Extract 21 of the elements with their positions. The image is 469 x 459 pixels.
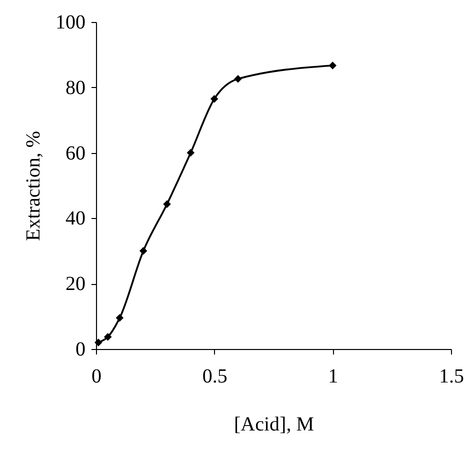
point	[139, 247, 148, 255]
y-tick-label: 40	[66, 208, 86, 230]
point	[163, 200, 171, 208]
point	[210, 94, 218, 103]
x-axis-title: [Acid], M	[234, 414, 314, 436]
x-tick-label: 1.5	[439, 366, 464, 388]
x-tick-label: 1	[328, 366, 338, 388]
point	[328, 62, 337, 70]
point	[116, 314, 124, 322]
point	[186, 148, 195, 157]
y-tick-label: 100	[56, 12, 86, 34]
y-tick-label: 0	[76, 338, 86, 360]
point	[104, 333, 112, 341]
x-tick-label: 0.5	[202, 366, 228, 388]
x-tick-label: 0	[92, 366, 102, 388]
y-tick-label: 80	[66, 76, 86, 99]
y-tick-label: 20	[66, 273, 86, 296]
y-tick-label: 60	[66, 142, 86, 164]
point	[234, 75, 242, 83]
y-axis-title: Extraction, %	[22, 131, 44, 241]
point	[94, 338, 102, 346]
